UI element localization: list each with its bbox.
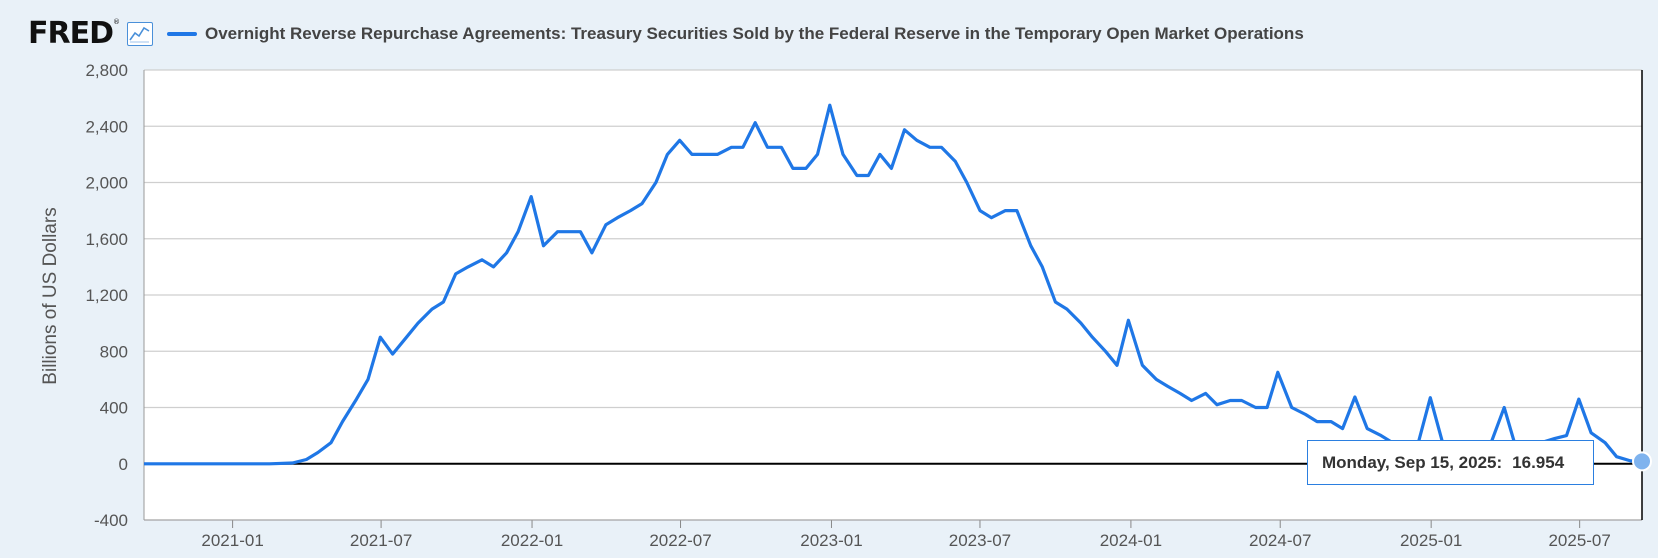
x-tick-label: 2022-01	[501, 531, 563, 550]
data-tooltip: Monday, Sep 15, 2025: 16.954	[1307, 440, 1594, 485]
x-tick-label: 2022-07	[649, 531, 711, 550]
x-tick-label: 2021-07	[350, 531, 412, 550]
y-tick-label: 0	[119, 455, 128, 474]
y-tick-label: 800	[100, 342, 128, 361]
series-title: Overnight Reverse Repurchase Agreements:…	[205, 24, 1304, 43]
x-tick-label: 2021-01	[201, 531, 263, 550]
line-graph-icon[interactable]	[127, 22, 153, 46]
y-axis: -400 0 400 800 1,200 1,600 2,000 2,400 2,800	[85, 61, 128, 530]
x-tick-label: 2023-07	[949, 531, 1011, 550]
series-legend-swatch	[167, 32, 197, 36]
x-tick-label: 2025-01	[1400, 531, 1462, 550]
tooltip-date: Monday, Sep 15, 2025:	[1322, 452, 1503, 472]
x-tick-label: 2024-01	[1100, 531, 1162, 550]
y-tick-label: -400	[94, 511, 128, 530]
y-tick-label: 1,200	[85, 286, 128, 305]
y-tick-label: 2,000	[85, 174, 128, 193]
y-axis-title: Billions of US Dollars	[40, 207, 61, 384]
y-tick-label: 1,600	[85, 230, 128, 249]
y-tick-label: 400	[100, 399, 128, 418]
x-tick-label: 2023-01	[800, 531, 862, 550]
y-tick-label: 2,800	[85, 61, 128, 80]
x-tick-label: 2024-07	[1249, 531, 1311, 550]
registered-mark: ®	[113, 18, 120, 26]
x-tick-label: 2025-07	[1548, 531, 1610, 550]
highlight-point	[1632, 451, 1652, 472]
fred-logo-text: FRED	[28, 16, 114, 51]
tooltip-value: 16.954	[1512, 452, 1565, 472]
y-tick-label: 2,400	[85, 117, 128, 136]
chart-header: FRED® Overnight Reverse Repurchase Agree…	[28, 14, 1304, 54]
fred-logo[interactable]: FRED®	[28, 16, 120, 51]
highlight	[1632, 451, 1652, 472]
x-axis: 2021-01 2021-07 2022-01 2022-07 2023-01 2023-…	[143, 70, 1642, 550]
